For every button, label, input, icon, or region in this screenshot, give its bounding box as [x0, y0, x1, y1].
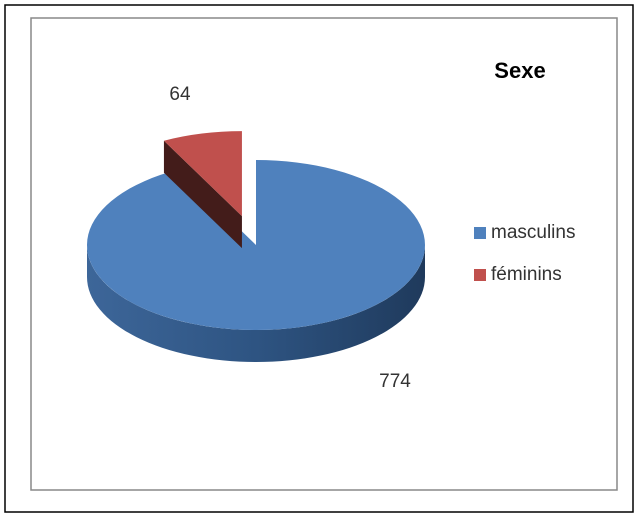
legend-swatch — [474, 227, 486, 239]
legend-label: masculins — [491, 222, 575, 243]
slice — [87, 160, 426, 330]
data-label: 64 — [169, 84, 191, 105]
slice-side — [87, 245, 425, 363]
pie: 774 64 — [87, 84, 426, 392]
slice — [163, 131, 242, 217]
legend: masculins féminins — [474, 222, 575, 285]
legend-swatch — [474, 269, 486, 281]
slice-cut-face — [163, 140, 242, 249]
data-label: 774 — [379, 371, 411, 392]
chart-title: Sexe — [494, 58, 545, 83]
legend-label: féminins — [491, 264, 562, 285]
